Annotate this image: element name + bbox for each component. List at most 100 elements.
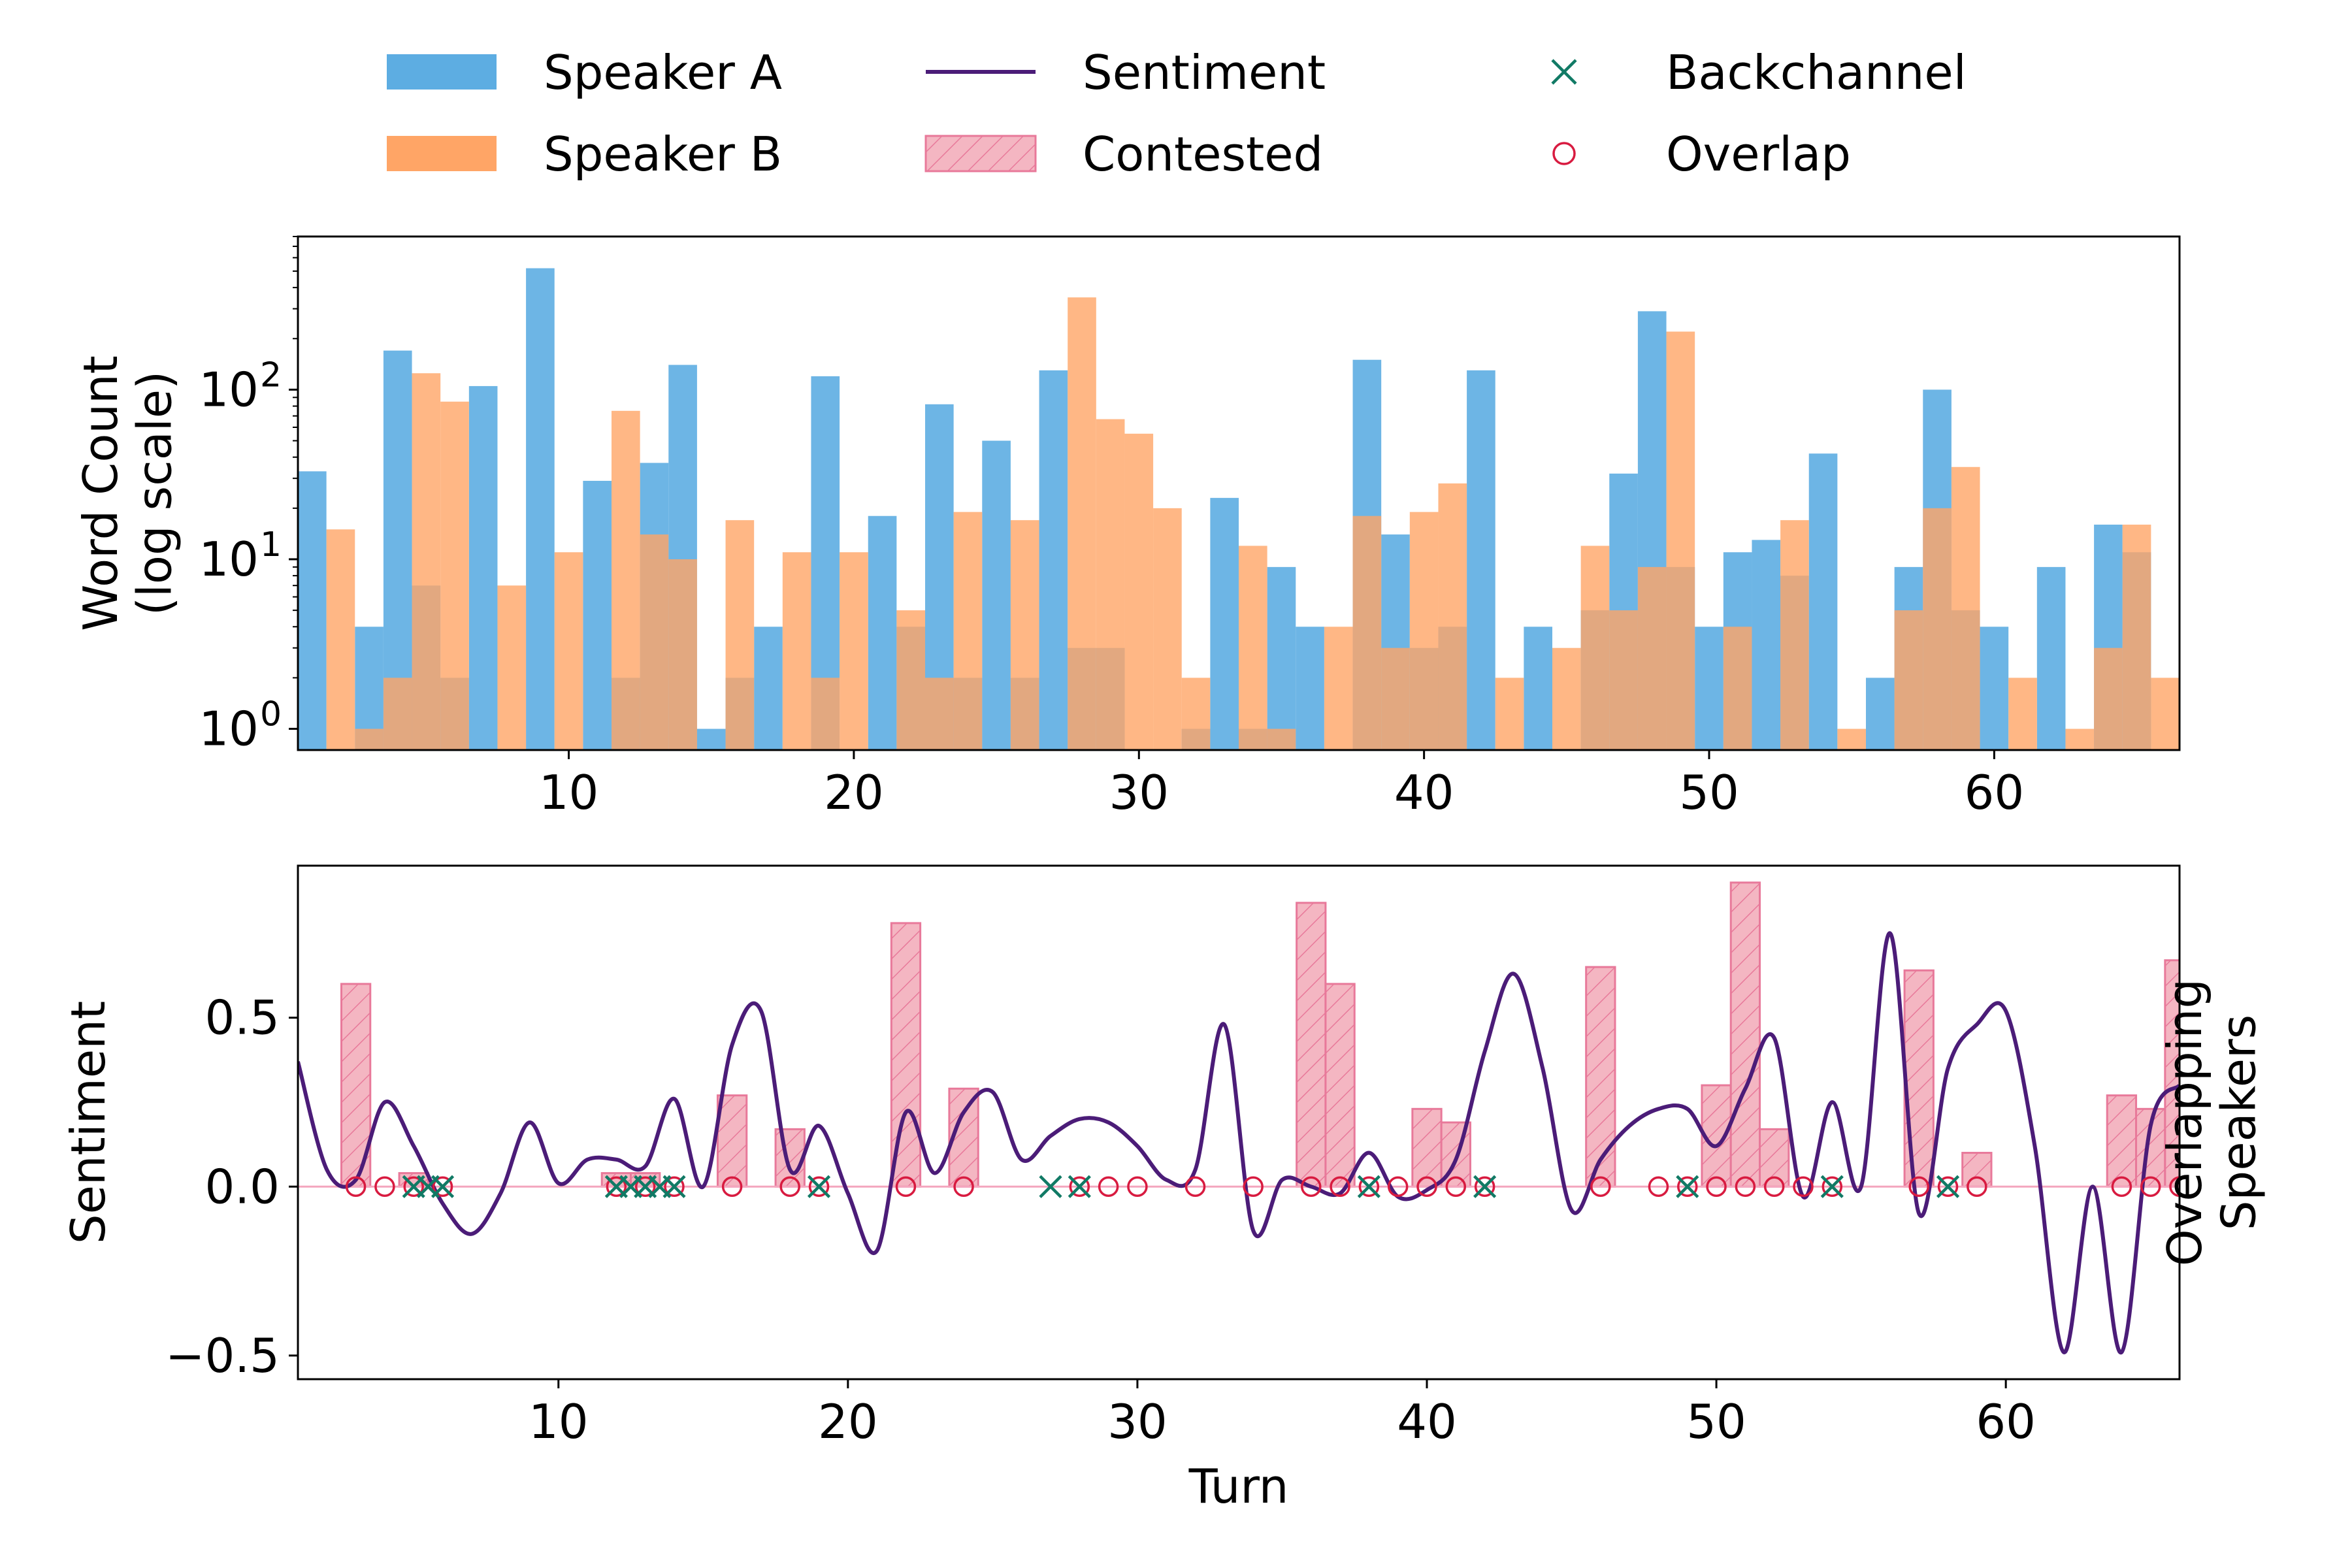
bar-speaker-b [1096,419,1125,750]
backchannel-swatch [1551,59,1577,85]
backchannel-marker [1357,1175,1380,1198]
bar-speaker-b [1324,627,1353,750]
overlap-marker [953,1176,974,1197]
bar-speaker-b [2008,678,2037,750]
legend-label: Backchannel [1666,45,1967,100]
x-tick-label: 50 [1686,1394,1746,1449]
overlap-marker [721,1176,743,1197]
legend-item-sentiment: Sentiment [926,45,1326,100]
backchannel-stroke [431,1175,455,1198]
bar-speaker-a [1695,627,1723,750]
speaker-a-swatch [387,54,497,90]
legend-item-overlap: Overlap [1552,127,1851,182]
x-tick-label: 40 [1397,1394,1457,1449]
bar-speaker-a [583,480,612,750]
overlap-marker [1474,1176,1495,1197]
overlap-marker [432,1176,453,1197]
backchannel-marker [1820,1175,1844,1198]
x-tick-label: 20 [818,1394,878,1449]
bar-speaker-b [1609,610,1638,750]
contested-bar [1411,1107,1443,1188]
bar-speaker-a [982,440,1011,750]
bar-speaker-b [640,534,669,750]
overlap-marker [1184,1176,1206,1197]
bar-speaker-b [554,552,583,750]
legend-item-speaker-b: Speaker B [387,127,782,182]
x-tick-label: 20 [824,765,884,820]
bar-speaker-b [1780,520,1809,750]
backchannel-stroke [1676,1175,1699,1198]
bar-speaker-b [1951,466,1980,750]
bar-speaker-b [1637,566,1667,750]
bar-speaker-b [1837,728,1866,750]
bar-speaker-b [440,401,469,750]
overlap-marker [1416,1176,1437,1197]
bar-speaker-a [1210,498,1239,750]
backchannel-stroke [1473,1175,1497,1198]
bar-speaker-b [1894,610,1923,750]
bar-speaker-b [1267,728,1296,750]
legend-label: Overlap [1666,127,1851,182]
x-tick-label: 40 [1394,765,1454,820]
x-tick-label: 30 [1109,765,1169,820]
backchannel-marker [1068,1175,1091,1198]
speaker-b-swatch [387,136,497,171]
sentiment-panel: 10 20 30 40 50 60 −0.5 0.0 0.5 Sentiment Overlap… [61,864,2266,1514]
legend-item-speaker-a: Speaker A [387,45,782,100]
legend-item-contested: Contested [924,127,1323,182]
sentiment-ticks: 10 20 30 40 50 60 −0.5 0.0 0.5 [165,990,2036,1449]
x-tick-label: 10 [529,1394,589,1449]
x-tick-label: 50 [1679,765,1739,820]
overlap-marker [1908,1176,1929,1197]
y-tick-label: 10 [199,532,259,587]
bar-speaker-b [840,552,868,750]
overlap-marker [1967,1176,1987,1197]
word-count-bars [298,268,2180,750]
bar-speaker-b [1010,520,1039,750]
bar-speaker-b [326,529,355,750]
y-tick-label: −0.5 [165,1328,280,1383]
bar-speaker-a [2036,566,2066,750]
contested-bar [1903,969,1935,1188]
overlap-marker [1937,1176,1959,1197]
bar-speaker-b [1723,627,1752,750]
y-tick-exponent: 0 [260,695,282,734]
y-tick-label: 0.0 [204,1159,280,1214]
bar-speaker-b [612,410,640,750]
bar-speaker-b [1068,297,1096,750]
bar-speaker-a [298,471,327,750]
bar-speaker-a [526,268,555,750]
bar-speaker-b [497,585,527,750]
backchannel-stroke [1068,1175,1091,1198]
x-tick-label: 60 [1965,765,2025,820]
contested-bar [2106,1094,2138,1188]
overlap-marker [374,1176,395,1197]
legend-label: Speaker B [544,127,782,182]
bar-speaker-b [1239,546,1267,750]
overlap-marker [1098,1176,1119,1197]
legend-item-backchannel: Backchannel [1551,45,1967,100]
backchannel-stroke [1820,1175,1844,1198]
overlap-marker [1821,1176,1843,1197]
bar-speaker-b [925,678,954,750]
overlap-marker [345,1176,367,1197]
overlap-marker [664,1176,685,1197]
backchannel-stroke [1936,1175,1960,1198]
overlap-marker [1648,1176,1669,1197]
backchannel-stroke [662,1175,686,1198]
overlap-marker [1243,1176,1264,1197]
overlap-marker [1330,1176,1350,1197]
sentiment-ylabel: Sentiment [61,1001,116,1244]
backchannel-marker [1936,1175,1960,1198]
sentiment-line [298,931,2180,1354]
bar-speaker-b [1666,331,1695,750]
bar-speaker-a [1866,678,1895,750]
overlap-marker [779,1176,800,1197]
bar-speaker-b [383,678,412,750]
overlap-marker [1793,1176,1814,1197]
bar-speaker-b [1352,515,1382,750]
overlap-swatch [1552,142,1576,165]
y-tick-exponent: 1 [260,525,282,564]
